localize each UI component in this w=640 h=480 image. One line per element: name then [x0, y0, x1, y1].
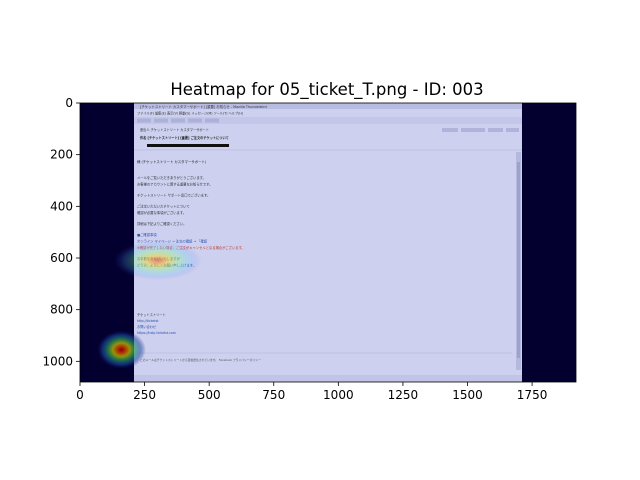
heatmap-overlay — [96, 241, 202, 370]
email-footer: このメールはチケットストリートから自動送信されています。 Facebook プラ… — [140, 358, 261, 362]
email-body-line: ※確認が完了しない場合、ご注文がキャンセルとなる場合がございます。 — [137, 245, 245, 250]
header-action-button — [442, 128, 458, 132]
email-menu-bar: ファイル(F) 編集(E) 表示(V) 移動(G) メッセージ(M) ツール(T… — [137, 111, 243, 116]
toolbar-button — [205, 118, 219, 123]
header-action-button — [488, 128, 503, 132]
email-from-line: 差出人 チケットストリート カスタマーサポート — [140, 127, 209, 132]
email-window-title: [チケットストリート カスタマーサポート] [重要] お知らせ - Mozill… — [140, 104, 267, 109]
email-greeting: 様 (チケットストリート カスタマーサポート) — [137, 159, 207, 164]
chart-title: Heatmap for 05_ticket_T.png - ID: 003 — [170, 80, 483, 100]
x-tick-label: 1750 — [517, 388, 548, 402]
signature-line: お問い合わせ — [137, 324, 156, 329]
x-tick-label: 0 — [76, 388, 84, 402]
x-tick-label: 1000 — [323, 388, 354, 402]
right-dark-margin — [522, 103, 576, 382]
y-tick-label: 800 — [50, 303, 73, 317]
redacted-recipient — [147, 144, 229, 147]
email-screenshot: [チケットストリート カスタマーサポート] [重要] お知らせ - Mozill… — [134, 103, 522, 382]
signature-line: http://ticketst — [137, 319, 159, 323]
heat-hotspot — [96, 330, 146, 370]
y-tick-label: 1000 — [42, 354, 73, 368]
email-subject-line: 件名 [チケットストリート] [重要] ご注文のチケットについて — [140, 135, 229, 140]
email-body-line: オンライン マイページ → 注文の確認 → 「確認 — [137, 239, 208, 244]
header-action-button — [461, 128, 485, 132]
email-body-line: チケットストリート サポート窓口でございます。 — [137, 193, 210, 198]
header-action-button — [506, 128, 519, 132]
email-body-line: ■ご確認事項 — [137, 232, 157, 237]
toolbar-button — [137, 118, 151, 123]
toolbar-button — [171, 118, 185, 123]
y-tick-label: 0 — [65, 96, 73, 110]
x-axis: 0 250 500 750 1000 1250 1500 1750 — [76, 382, 547, 402]
y-tick-label: 600 — [50, 251, 73, 265]
toolbar-button — [154, 118, 168, 123]
x-tick-label: 1250 — [388, 388, 419, 402]
heat-hotspot — [113, 241, 202, 280]
x-tick-label: 750 — [262, 388, 285, 402]
plot-area: [チケットストリート カスタマーサポート] [重要] お知らせ - Mozill… — [80, 103, 576, 382]
email-body-line: ご注文いただいたチケットについて — [137, 204, 190, 209]
x-tick-label: 250 — [133, 388, 156, 402]
email-body-line: メールをご覧いただきありがとうございます。 — [137, 175, 206, 180]
y-tick-label: 400 — [50, 199, 73, 213]
x-tick-label: 1500 — [452, 388, 483, 402]
signature-line: https://help.ticketst.com — [137, 331, 176, 335]
y-tick-label: 200 — [50, 148, 73, 162]
email-body-line: 詳細は下記よりご確認ください。 — [137, 221, 186, 226]
email-body-line: お客様のアカウントに関する重要なお知らせです。 — [137, 182, 212, 187]
email-body-line: 確認が必要な事項がございます。 — [137, 210, 186, 215]
x-tick-label: 500 — [198, 388, 221, 402]
y-axis: 0 200 400 600 800 1000 — [42, 96, 80, 368]
toolbar-button — [188, 118, 202, 123]
email-scrollbar-thumb — [517, 162, 520, 358]
signature-line: チケットストリート — [137, 312, 166, 317]
axes-frame — [79, 102, 577, 383]
